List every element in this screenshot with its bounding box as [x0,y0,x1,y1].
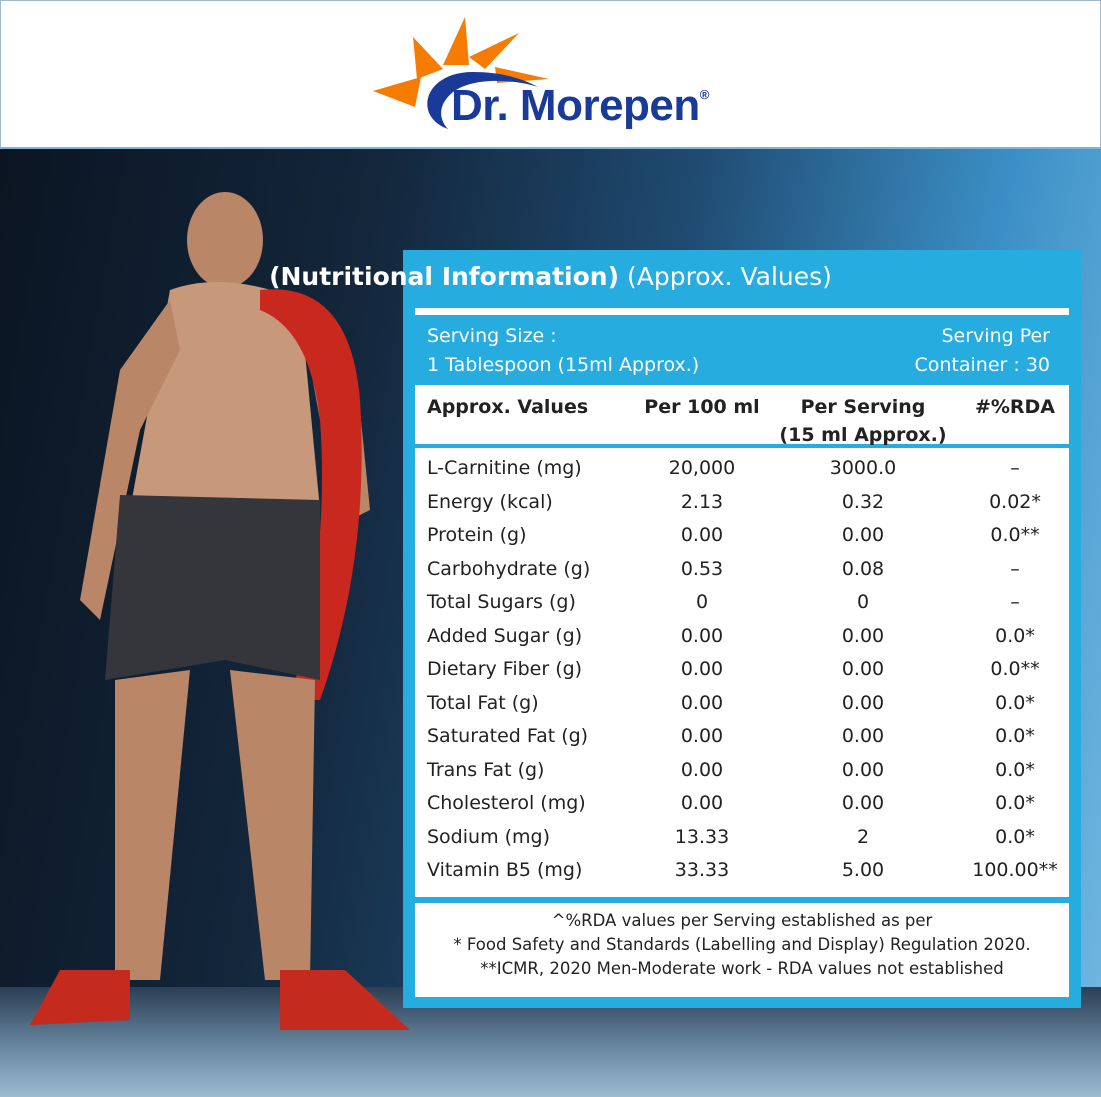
table-row: Vitamin B5 (mg) 33.33 5.00 100.00** [415,854,1069,888]
per-100ml-value: 0.00 [680,624,724,647]
rda-value: 100.00** [972,859,1058,881]
header-per-serving: Per Serving (15 ml Approx.) [773,393,953,449]
nutrient-name: Energy (kcal) [427,490,553,513]
table-row: Total Sugars (g) 0 0 – [415,586,1069,620]
rda-value: 0.0* [995,758,1035,781]
rda-value: 0.0* [995,725,1035,747]
panel-title: (Nutritional Information) (Approx. Value… [0,262,1101,291]
footnote: ^%RDA values per Serving established as … [551,911,933,930]
per-serving-value: 3000.0 [829,457,897,479]
per-100ml-value: 13.33 [674,825,730,848]
nutrient-name: Added Sugar (g) [427,624,583,647]
per-100ml-value: 0.00 [680,792,724,814]
brand-header: Dr. Morepen® [0,0,1101,149]
serving-size-value: 1 Tablespoon (15ml Approx.) [427,354,700,376]
header-rda: #%RDA [974,396,1056,418]
table-row: Energy (kcal) 2.13 0.32 0.02* [415,486,1069,520]
header-per-serving-line1: Per Serving [800,396,926,418]
registered-mark: ® [699,87,710,102]
brand-name: Dr. Morepen [451,81,700,130]
nutrient-name: Total Fat (g) [427,691,539,714]
per-serving-value: 0.00 [841,758,885,781]
table-row: L-Carnitine (mg) 20,000 3000.0 – [415,452,1069,486]
table-row: Added Sugar (g) 0.00 0.00 0.0* [415,620,1069,654]
serving-size: Serving Size : 1 Tablespoon (15ml Approx… [427,322,699,380]
rda-value: 0.0* [995,825,1035,848]
per-serving-value: 0.32 [841,490,885,513]
table-row: Saturated Fat (g) 0.00 0.00 0.0* [415,720,1069,754]
table-row: Trans Fat (g) 0.00 0.00 0.0* [415,754,1069,788]
athlete-with-rope-image [30,192,410,1030]
per-100ml-value: 0.00 [680,725,724,747]
nutrient-name: Saturated Fat (g) [427,725,589,747]
per-serving-value: 0.00 [841,725,885,747]
per-100ml-value: 0.00 [680,691,724,714]
title-bold: (Nutritional Information) [269,262,620,291]
header-approx-values: Approx. Values [427,396,589,418]
table-row: Total Fat (g) 0.00 0.00 0.0* [415,687,1069,721]
per-serving-value: 0.00 [841,691,885,714]
nutrient-name: Dietary Fiber (g) [427,658,583,680]
per-serving-value: 0.00 [841,792,885,814]
rda-value: 0.0* [995,792,1035,814]
per-100ml-value: 0.00 [680,658,724,680]
per-100ml-value: 0.53 [680,557,724,580]
per-100ml-value: 0.00 [680,524,724,546]
per-serving-value: 2 [856,825,870,848]
per-100ml-value: 0.00 [680,758,724,781]
nutrition-table: Approx. Values Per 100 ml Per Serving (1… [415,385,1069,897]
table-row: Protein (g) 0.00 0.00 0.0** [415,519,1069,553]
nutrient-name: Carbohydrate (g) [427,557,591,580]
table-row: Dietary Fiber (g) 0.00 0.00 0.0** [415,653,1069,687]
nutrient-name: L-Carnitine (mg) [427,457,582,479]
rda-value: – [1010,457,1020,479]
table-row: Carbohydrate (g) 0.53 0.08 – [415,553,1069,587]
per-100ml-value: 0 [695,591,709,613]
sun-logo-icon [373,17,549,129]
per-100ml-value: 2.13 [680,490,724,513]
per-100ml-value: 20,000 [668,457,736,479]
rda-value: 0.0* [995,624,1035,647]
per-serving-value: 0.00 [841,658,885,680]
nutrient-name: Cholesterol (mg) [427,792,586,814]
nutrient-name: Vitamin B5 (mg) [427,859,583,881]
serving-per-value: Container : 30 [914,354,1050,376]
rda-value: 0.0** [990,524,1040,546]
per-serving-value: 0.08 [841,557,885,580]
table-header: Approx. Values Per 100 ml Per Serving (1… [415,385,1069,448]
nutrient-name: Sodium (mg) [427,825,551,848]
footnote: **ICMR, 2020 Men-Moderate work - RDA val… [480,959,1004,978]
table-row: Cholesterol (mg) 0.00 0.00 0.0* [415,787,1069,821]
rda-value: 0.02* [989,490,1041,513]
per-serving-value: 0.00 [841,524,885,546]
servings-per-container: Serving Per Container : 30 [914,322,1050,380]
footnotes: ^%RDA values per Serving established as … [415,903,1069,997]
footnote: * Food Safety and Standards (Labelling a… [453,935,1031,954]
nutrient-name: Protein (g) [427,524,527,546]
nutrient-name: Trans Fat (g) [427,758,545,781]
per-serving-value: 5.00 [841,859,885,881]
rda-value: – [1010,557,1020,580]
per-serving-value: 0.00 [841,624,885,647]
serving-size-label: Serving Size : [427,325,557,347]
divider [415,308,1069,315]
per-serving-value: 0 [856,591,870,613]
title-regular: (Approx. Values) [626,262,832,291]
rda-value: 0.0* [995,691,1035,714]
header-per-serving-line2: (15 ml Approx.) [779,424,947,446]
header-per-100ml: Per 100 ml [644,396,760,418]
serving-per-label: Serving Per [941,325,1050,347]
rda-value: 0.0** [990,658,1040,680]
table-row: Sodium (mg) 13.33 2 0.0* [415,821,1069,855]
dr-morepen-logo: Dr. Morepen® [373,17,743,137]
rda-value: – [1010,591,1020,613]
nutrient-name: Total Sugars (g) [427,591,576,613]
per-100ml-value: 33.33 [674,859,730,881]
